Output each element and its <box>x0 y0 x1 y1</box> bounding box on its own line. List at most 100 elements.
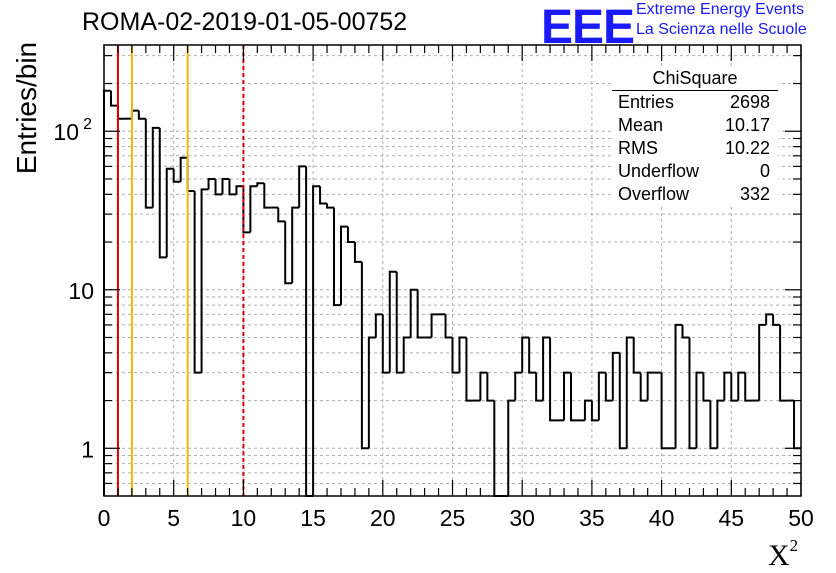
histogram-bin <box>479 371 488 401</box>
histogram-bin <box>542 336 551 401</box>
x-tick-label: 25 <box>440 505 466 531</box>
histogram-bin <box>758 323 767 401</box>
histogram-bin <box>319 186 328 205</box>
histogram-bin <box>353 242 362 263</box>
histogram-bin <box>430 313 439 338</box>
histogram-bin <box>604 372 613 402</box>
histogram-bin <box>235 185 244 195</box>
histogram-bin <box>688 337 697 450</box>
histogram-bin <box>674 323 683 449</box>
histogram-bin <box>486 372 495 402</box>
x-tick-label: 10 <box>231 505 257 531</box>
histogram-bin <box>416 289 425 339</box>
histogram-bin <box>465 337 474 402</box>
stats-label: Overflow <box>618 184 690 204</box>
x-axis-label-exponent: 2 <box>789 536 799 555</box>
histogram-bin <box>388 270 397 373</box>
histogram-bin <box>263 183 272 209</box>
histogram-bin <box>346 226 355 244</box>
histogram-bin <box>214 178 223 196</box>
stats-row: Entries 2698 <box>612 91 778 114</box>
histogram-bin <box>207 177 216 190</box>
histogram-bin <box>165 167 174 258</box>
y-tick-label: 1 <box>81 436 94 462</box>
stats-value: 332 <box>739 184 770 204</box>
histogram-bin <box>702 372 711 402</box>
histogram-bin <box>228 178 237 196</box>
histogram-bin <box>221 177 230 195</box>
histogram-bin <box>249 185 258 233</box>
histogram-bin <box>451 337 460 374</box>
histogram-bin <box>144 118 153 209</box>
histogram-bin <box>256 182 265 187</box>
histogram-bin <box>772 314 781 326</box>
histogram-bin <box>326 203 335 209</box>
histogram-bin <box>625 336 634 449</box>
histogram-bin <box>660 372 669 450</box>
x-tick-label: 40 <box>649 505 675 531</box>
histogram-bin <box>521 336 530 373</box>
histogram-bin <box>514 371 523 401</box>
histogram-bars <box>103 89 801 497</box>
stats-row: Overflow 332 <box>612 183 778 206</box>
histogram-bin <box>563 371 571 421</box>
histogram-bin <box>130 109 139 119</box>
histogram-bin <box>695 371 704 449</box>
stats-label: RMS <box>618 138 658 158</box>
histogram-bin <box>730 372 739 402</box>
x-tick-label: 0 <box>98 505 111 531</box>
histogram-bin <box>569 372 578 422</box>
histogram-bin <box>597 371 606 421</box>
histogram-bin <box>528 337 537 374</box>
histogram-bin <box>535 372 544 402</box>
histogram-bin <box>583 399 592 421</box>
histogram-bin <box>172 168 181 183</box>
run-title: ROMA-02-2019-01-05-00752 <box>82 8 408 36</box>
x-axis-label: X2 <box>768 536 798 573</box>
stats-value: 10.22 <box>724 138 770 158</box>
histogram-bin <box>109 90 118 107</box>
histogram-bin <box>716 399 725 449</box>
histogram-bin <box>632 337 641 374</box>
stats-box: ChiSquare Entries 2698 Mean 10.17 RMS 10.22… <box>612 67 778 206</box>
logo-line-1: Extreme Energy Events <box>636 1 805 18</box>
histogram-bin <box>103 89 111 496</box>
histogram-bin <box>298 165 307 208</box>
stats-label: Underflow <box>618 161 700 181</box>
stats-row: RMS 10.22 <box>612 137 778 160</box>
histogram-bin <box>333 207 341 307</box>
histogram-bin <box>193 190 202 374</box>
histogram-bin <box>277 207 286 223</box>
histogram-bin <box>374 313 383 338</box>
histogram-bin <box>458 336 467 373</box>
histogram-bin <box>158 127 167 259</box>
stats-label: Entries <box>618 92 675 112</box>
histogram-bin <box>737 371 746 401</box>
histogram-bin <box>681 324 690 339</box>
histogram-bin <box>590 400 599 422</box>
axis-ticks <box>103 45 802 496</box>
histogram-bin <box>709 400 718 450</box>
eee-logo: EEE <box>541 1 635 54</box>
x-axis-label-base: X <box>768 539 790 572</box>
stats-label: Mean <box>618 115 664 135</box>
histogram-bin <box>291 206 300 284</box>
histogram-bin <box>116 105 125 120</box>
y-axis-label: Entries/bin <box>11 41 42 175</box>
x-tick-label: 20 <box>370 505 396 531</box>
y-tick-exponent: 2 <box>83 116 92 133</box>
stats-value: 0 <box>759 161 770 181</box>
x-tick-label: 45 <box>719 505 745 531</box>
histogram-bin <box>137 110 146 120</box>
histogram-bin <box>151 126 160 208</box>
histogram-bin <box>360 261 369 450</box>
histogram-bin <box>381 314 390 374</box>
histogram-bin <box>639 372 648 402</box>
histogram-bin <box>284 221 293 285</box>
x-tick-label: 50 <box>788 505 814 531</box>
histogram-bin <box>611 351 620 401</box>
histogram-bin <box>179 156 188 182</box>
x-tick-label: 30 <box>509 505 535 531</box>
